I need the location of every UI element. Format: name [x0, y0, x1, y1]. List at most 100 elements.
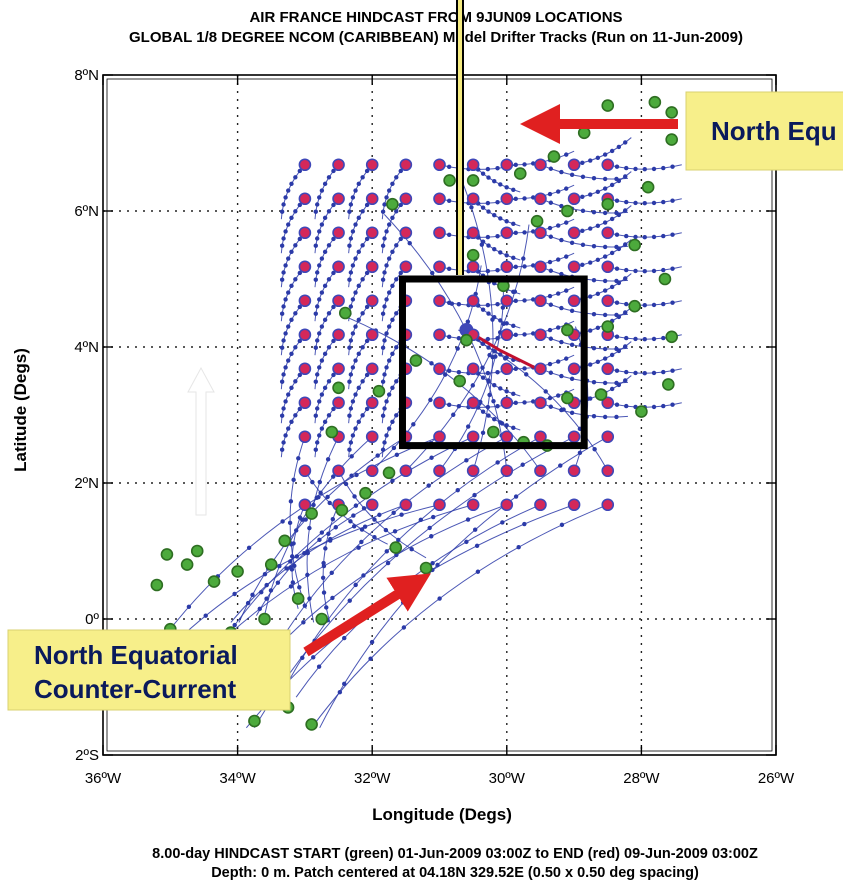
track-step-dot [264, 596, 269, 601]
track-step-dot [356, 249, 361, 255]
track-step-dot [495, 404, 500, 409]
end-point-red [500, 294, 514, 308]
nec-callout-label: North Equ [711, 116, 837, 146]
end-point-red [365, 328, 379, 342]
track-step-dot [317, 399, 322, 404]
track-step-dot [670, 266, 675, 271]
track-step-dot [281, 338, 286, 343]
track-step-dot [609, 148, 615, 154]
track-step-dot [319, 392, 325, 397]
start-point-green [409, 354, 423, 367]
track-step-dot [317, 331, 322, 336]
track-step-dot [372, 534, 377, 540]
x-tick-label: 34ºW [219, 770, 256, 787]
track-step-dot [614, 414, 619, 420]
track-step-dot [331, 304, 336, 310]
drifter-track [306, 436, 339, 623]
track-step-dot [595, 155, 601, 160]
track-step-dot [642, 201, 647, 206]
end-point-red [365, 362, 379, 376]
end-point-red [433, 226, 446, 240]
track-step-dot [287, 520, 293, 526]
track-step-dot [281, 236, 286, 241]
track-step-dot [602, 414, 608, 420]
track-step-dot [588, 260, 593, 265]
track-step-dot [281, 440, 286, 445]
track-step-dot [492, 178, 497, 184]
track-step-dot [382, 372, 387, 377]
track-step-dot [580, 160, 585, 166]
tether-bar-core [458, 0, 462, 275]
track-step-dot [280, 519, 285, 524]
track-step-dot [359, 539, 364, 545]
track-step-dot [451, 412, 456, 417]
track-step-dot [633, 268, 638, 274]
track-step-dot [564, 288, 569, 293]
start-point-green [389, 541, 403, 554]
track-step-dot [290, 580, 296, 585]
track-step-dot [353, 324, 358, 329]
track-step-dot [522, 196, 527, 201]
track-step-dot [347, 345, 352, 350]
track-step-dot [569, 342, 575, 347]
track-step-dot [623, 344, 628, 349]
start-point-green [190, 544, 204, 558]
end-point-red [466, 362, 480, 376]
track-step-dot [511, 221, 516, 226]
track-step-dot [564, 220, 569, 225]
track-step-dot [446, 402, 452, 407]
track-step-dot [485, 234, 491, 240]
track-step-dot [351, 524, 357, 529]
track-step-dot [279, 379, 285, 384]
track-step-dot [284, 566, 289, 571]
track-step-dot [623, 174, 628, 179]
track-step-dot [522, 264, 527, 269]
track-step-dot [401, 625, 407, 630]
track-step-dot [313, 379, 318, 384]
track-step-dot [347, 209, 352, 214]
y-tick-label: 6ºN [74, 203, 99, 220]
start-point-green [648, 95, 662, 109]
drifter-track [348, 198, 373, 254]
track-step-dot [286, 222, 291, 227]
track-step-dot [548, 302, 554, 307]
drifter-track [348, 266, 373, 322]
track-step-dot [548, 268, 554, 273]
track-step-dot [456, 370, 462, 375]
track-step-dot [386, 188, 392, 193]
track-step-dot [616, 144, 622, 150]
track-step-dot [293, 311, 298, 316]
track-step-dot [315, 338, 320, 343]
start-point-green [386, 197, 399, 211]
track-step-dot [651, 166, 657, 172]
track-step-dot [548, 234, 554, 239]
start-point-green [291, 592, 305, 605]
end-point-red [433, 464, 446, 478]
start-point-green [547, 150, 561, 163]
track-step-dot [609, 386, 615, 392]
track-step-dot [522, 366, 527, 371]
track-step-dot [297, 304, 303, 310]
start-point-green [264, 558, 278, 571]
track-step-dot [353, 503, 359, 508]
start-point-green [419, 561, 433, 575]
track-step-dot [293, 413, 298, 418]
track-step-dot [661, 199, 666, 205]
start-point-green [561, 323, 574, 337]
start-point-green [466, 174, 480, 187]
track-step-dot [350, 195, 356, 200]
track-step-dot [372, 517, 377, 522]
track-step-dot [333, 525, 338, 530]
track-step-dot [487, 392, 492, 398]
track-step-dot [313, 243, 318, 248]
start-point-green [258, 612, 271, 626]
end-point-red [500, 260, 514, 274]
track-step-dot [602, 254, 608, 259]
track-step-dot [547, 361, 553, 367]
drifter-track [319, 436, 608, 729]
end-point-red [500, 464, 514, 478]
track-step-dot [609, 182, 615, 188]
track-step-dot [360, 175, 365, 180]
track-step-dot [348, 440, 354, 445]
end-point-red [567, 158, 581, 172]
